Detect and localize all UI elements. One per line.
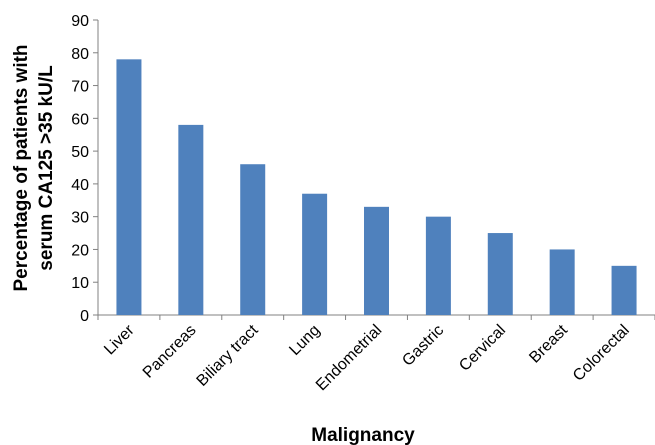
bars [116,59,637,316]
y-tick-label: 20 [71,242,89,259]
x-tick-label: Gastric [399,322,447,370]
y-axis [93,19,99,316]
y-tick-label: 90 [71,13,89,30]
bar-breast [549,249,575,315]
x-tick-label: Colorectal [570,322,633,385]
y-tick-label: 30 [71,210,89,227]
x-tick-label: Breast [526,321,571,366]
x-tick-label: Cervical [456,322,509,375]
bar-endometrial [364,206,389,315]
y-axis-title-line-1: Percentage of patients with [11,44,32,291]
x-tick-label: Endometrial [313,322,385,394]
y-tick-label: 80 [71,46,89,63]
y-tick-label: 70 [71,79,89,96]
y-tick-labels: 0 10 20 30 40 50 60 70 80 90 [71,13,89,325]
bar-cervical [487,233,513,315]
x-tick-label: Lung [286,322,323,359]
y-tick-label: 0 [80,308,89,325]
bar-pancreas [178,124,204,315]
y-tick-label: 40 [71,177,89,194]
bar-liver [116,59,142,316]
x-tick-label: Liver [101,321,138,358]
bar-biliary-tract [240,164,266,315]
y-axis-title-line-2: serum CA125 >35 kU/L [36,65,57,271]
x-axis [97,314,655,320]
y-tick-label: 50 [71,144,89,161]
x-axis-title: Malignancy [311,425,415,445]
y-tick-label: 10 [71,275,89,292]
bar-colorectal [611,265,637,315]
x-tick-label: Biliary tract [194,321,262,389]
bar-lung [302,193,328,315]
y-tick-label: 60 [71,111,89,128]
x-tick-label: Pancreas [140,322,200,382]
bar-gastric [425,216,451,315]
